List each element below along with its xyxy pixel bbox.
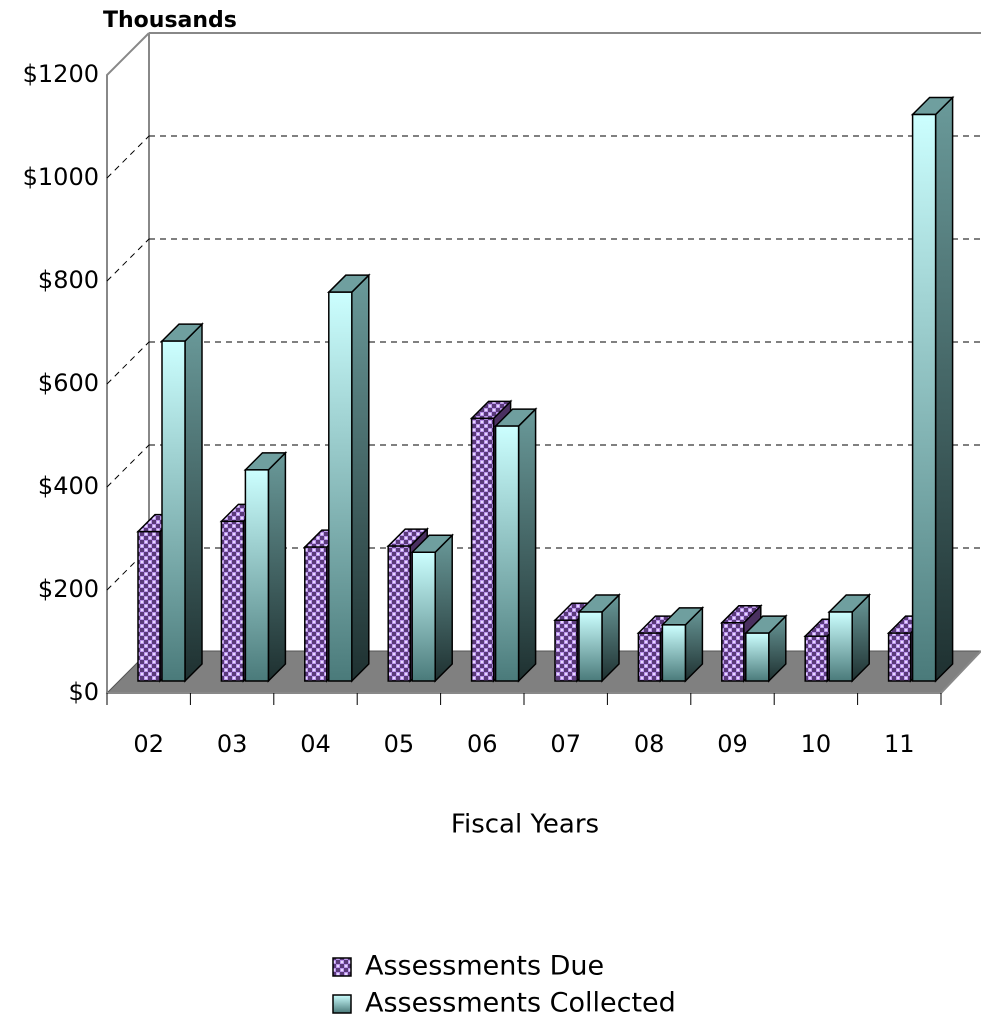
- bar-side: [934, 95, 954, 683]
- x-axis-label: Fiscal Years: [451, 810, 599, 840]
- y-tick-label: $1000: [23, 163, 99, 191]
- bar-front: [494, 425, 520, 682]
- bar-side: [517, 407, 537, 683]
- bar: [410, 533, 455, 683]
- chart-title: Thousands: [103, 8, 237, 33]
- x-tick-label: 04: [300, 730, 331, 758]
- bar: [743, 614, 788, 683]
- bar: [326, 273, 371, 683]
- bar: [243, 451, 288, 683]
- bar-front: [470, 417, 495, 682]
- bar-front: [304, 546, 328, 682]
- legend-swatch: [332, 994, 352, 1014]
- x-tick-label: 09: [717, 730, 748, 758]
- legend-swatch: [332, 957, 352, 977]
- x-tick-label: 03: [217, 730, 248, 758]
- bar-front: [911, 113, 937, 682]
- grid-line: [106, 341, 150, 385]
- bar-front: [887, 632, 912, 682]
- bar-front: [804, 635, 828, 682]
- bar-front: [411, 551, 436, 682]
- bar-front: [220, 520, 245, 682]
- bar: [493, 407, 538, 683]
- bar-front: [578, 611, 603, 682]
- floor-edge: [940, 650, 981, 694]
- bar: [827, 593, 872, 683]
- y-tick-label: $0: [68, 678, 99, 706]
- bar: [160, 322, 204, 683]
- bar-front: [328, 291, 353, 682]
- bar-front: [137, 530, 161, 682]
- x-tick-label: 10: [801, 730, 832, 758]
- x-tick-label: 08: [634, 730, 665, 758]
- x-tick-label: 02: [133, 730, 164, 758]
- bar-front: [244, 469, 270, 682]
- bar-front: [554, 619, 578, 682]
- bar-front: [721, 622, 745, 682]
- bar-front: [161, 340, 186, 682]
- bar-side: [184, 322, 203, 683]
- x-tick-label: 07: [550, 730, 581, 758]
- x-tick-label: 05: [384, 730, 415, 758]
- legend-label: Assessments Due: [365, 951, 604, 982]
- bar-front: [387, 545, 411, 682]
- grid-line: [106, 135, 150, 179]
- x-tick-label: 06: [467, 730, 498, 758]
- bar-side: [434, 533, 453, 683]
- bar-front: [828, 611, 853, 682]
- bar-front: [745, 632, 770, 682]
- bar-side: [267, 451, 287, 683]
- y-tick-label: $400: [38, 472, 99, 500]
- grid-line: [106, 444, 150, 488]
- bar: [910, 95, 955, 683]
- bar-front: [637, 632, 662, 682]
- y-tick-label: $200: [38, 575, 99, 603]
- x-tick-label: 11: [884, 730, 915, 758]
- bar-front: [661, 624, 687, 682]
- y-tick-label: $600: [38, 369, 99, 397]
- grid-line: [106, 238, 150, 282]
- y-tick-label: $1200: [23, 60, 99, 88]
- legend-label: Assessments Collected: [365, 988, 676, 1019]
- bar: [577, 593, 621, 683]
- bar: [660, 606, 705, 683]
- y-tick-label: $800: [38, 266, 99, 294]
- bar-side: [351, 273, 370, 683]
